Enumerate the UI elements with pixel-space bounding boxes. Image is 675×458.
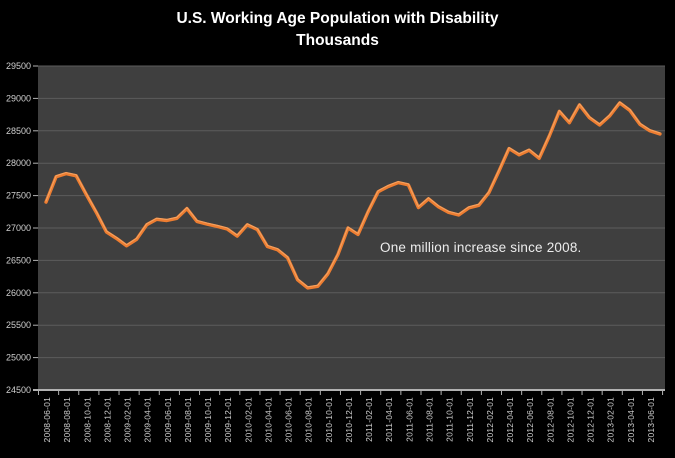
y-axis-label: 26000 xyxy=(6,288,31,298)
data-line-highlight xyxy=(45,101,661,288)
x-axis-label: 2012-02-01 xyxy=(485,397,495,443)
x-axis-label: 2012-08-01 xyxy=(545,397,555,443)
x-axis-label: 2010-02-01 xyxy=(243,397,253,443)
y-axis-label: 28000 xyxy=(6,158,31,168)
x-axis-label: 2008-06-01 xyxy=(42,397,52,443)
x-axis-label: 2012-10-01 xyxy=(565,397,575,443)
x-axis-label: 2008-12-01 xyxy=(102,397,112,443)
x-axis-label: 2009-02-01 xyxy=(123,397,133,443)
y-axis-label: 29500 xyxy=(6,61,31,71)
x-axis-label: 2013-06-01 xyxy=(646,397,656,443)
x-axis-label: 2008-08-01 xyxy=(62,397,72,443)
x-axis-label: 2011-02-01 xyxy=(364,397,374,442)
x-axis-label: 2010-04-01 xyxy=(263,397,273,443)
x-axis-label: 2012-04-01 xyxy=(505,397,515,443)
x-axis-label: 2013-04-01 xyxy=(626,397,636,443)
x-axis-label: 2012-12-01 xyxy=(586,397,596,443)
x-axis-label: 2011-04-01 xyxy=(384,397,394,442)
y-axis-label: 29000 xyxy=(6,93,31,103)
x-axis-label: 2009-10-01 xyxy=(203,397,213,443)
x-axis-label: 2011-06-01 xyxy=(404,397,414,442)
x-axis-label: 2009-08-01 xyxy=(183,397,193,443)
y-axis-label: 28500 xyxy=(6,126,31,136)
x-axis-label: 2010-08-01 xyxy=(304,397,314,443)
x-axis-label: 2009-04-01 xyxy=(143,397,153,443)
y-axis-label: 27500 xyxy=(6,191,31,201)
x-axis-label: 2010-06-01 xyxy=(284,397,294,443)
chart-title-block: U.S. Working Age Population with Disabil… xyxy=(0,8,675,52)
x-axis-label: 2012-06-01 xyxy=(525,397,535,443)
annotation: One million increase since 2008. xyxy=(380,240,582,255)
x-axis-label: 2010-10-01 xyxy=(324,397,334,443)
y-axis-label: 24500 xyxy=(6,385,31,395)
x-axis-label: 2011-10-01 xyxy=(445,397,455,442)
y-axis-label: 25000 xyxy=(6,353,31,363)
x-axis-label: 2013-02-01 xyxy=(606,397,616,443)
y-axis-label: 25500 xyxy=(6,320,31,330)
chart-title: U.S. Working Age Population with Disabil… xyxy=(176,10,499,27)
x-axis-label: 2008-10-01 xyxy=(82,397,92,443)
chart-subtitle: Thousands xyxy=(296,32,379,49)
y-axis-label: 27000 xyxy=(6,223,31,233)
y-axis-label: 26500 xyxy=(6,255,31,265)
x-axis-label: 2011-08-01 xyxy=(424,397,434,442)
x-axis-label: 2009-06-01 xyxy=(163,397,173,443)
x-axis-label: 2010-12-01 xyxy=(344,397,354,443)
x-axis-label: 2009-12-01 xyxy=(223,397,233,443)
x-axis-label: 2011-12-01 xyxy=(465,397,475,442)
